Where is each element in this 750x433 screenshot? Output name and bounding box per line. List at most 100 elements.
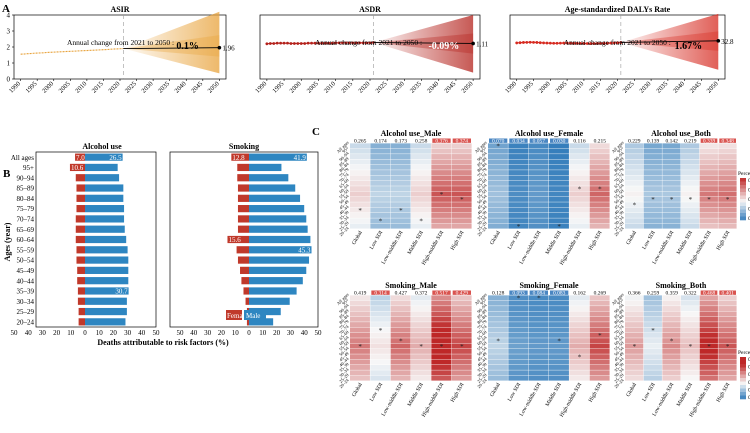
heatmap-cell bbox=[411, 223, 431, 229]
heatmap-cell bbox=[390, 212, 411, 218]
heatmap-cell bbox=[350, 196, 370, 202]
bar-chart-2: Smoking 12.8 41.9 15.6 45.3 50 40 30 20 10 0 10 20 30… bbox=[169, 142, 322, 337]
row-label: 95+ bbox=[479, 145, 488, 154]
heatmap-cell bbox=[699, 202, 718, 208]
heatmap-cell bbox=[528, 207, 549, 213]
heatmap-cell bbox=[390, 164, 411, 170]
projection-line bbox=[373, 42, 474, 44]
bar-chart-title: Smoking bbox=[229, 142, 259, 151]
heatmap-cell bbox=[508, 322, 529, 328]
legend-swatch bbox=[740, 188, 746, 193]
significance-star: * bbox=[379, 327, 383, 335]
all-ages-value: 0.084 bbox=[533, 290, 546, 296]
projection-fan bbox=[373, 15, 474, 73]
heatmap-cell bbox=[569, 207, 590, 213]
heatmap-cell bbox=[411, 343, 431, 349]
observed-point bbox=[535, 41, 539, 44]
female-bar bbox=[237, 194, 249, 202]
column-label: Middle SDI bbox=[545, 230, 563, 256]
significance-star: * bbox=[670, 338, 674, 346]
x-tick-label: 2035 bbox=[655, 80, 669, 94]
column-label: Global bbox=[489, 382, 502, 398]
heatmap-cell bbox=[718, 322, 737, 328]
heatmap-cell bbox=[411, 375, 431, 381]
legend-swatch bbox=[740, 360, 746, 365]
observed-point bbox=[575, 41, 579, 45]
column-label: Low SDI bbox=[641, 230, 656, 251]
legend-tick-label: 0.1 bbox=[748, 395, 750, 401]
male-bar bbox=[85, 194, 124, 202]
heatmap-cell bbox=[370, 322, 391, 328]
heatmap-cell bbox=[643, 306, 662, 312]
heatmap-cell bbox=[370, 364, 391, 370]
heatmap-cell bbox=[390, 359, 411, 365]
heatmap-cell bbox=[431, 148, 452, 154]
heatmap-cell bbox=[681, 154, 700, 160]
heatmap-cell bbox=[528, 375, 549, 381]
observed-point bbox=[279, 41, 283, 45]
heatmap-cell bbox=[699, 164, 718, 170]
heatmap-cell bbox=[390, 223, 411, 229]
heatmap-cell bbox=[643, 186, 662, 192]
heatmap-cell bbox=[508, 186, 529, 192]
heatmap-cell bbox=[549, 332, 569, 338]
heatmap-cell bbox=[625, 306, 644, 312]
heatmap-cell bbox=[350, 164, 370, 170]
column-label: High SDI bbox=[588, 230, 604, 252]
heatmap-cell bbox=[350, 175, 370, 181]
heatmap-cell bbox=[370, 223, 391, 229]
legend-swatch bbox=[740, 388, 746, 393]
column-label: Low SDI bbox=[507, 382, 522, 403]
observed-point bbox=[518, 41, 522, 45]
legend-swatch bbox=[740, 371, 746, 375]
observed-point bbox=[595, 41, 599, 45]
x-tick-label: 1995 bbox=[521, 80, 535, 94]
x-tick-label: 2030 bbox=[140, 80, 154, 94]
female-bar bbox=[78, 318, 85, 326]
legend-swatch bbox=[740, 199, 746, 203]
heatmap-cell bbox=[370, 164, 391, 170]
row-label: 95+ bbox=[616, 145, 625, 154]
heatmap-cell bbox=[681, 311, 700, 317]
heatmap-cell bbox=[662, 332, 681, 338]
heatmap-cell bbox=[643, 290, 662, 295]
female-value-label: 7.0 bbox=[76, 154, 85, 162]
heatmap-cell bbox=[549, 186, 569, 192]
legend-swatch bbox=[740, 392, 746, 396]
observed-point bbox=[330, 41, 334, 45]
significance-star: * bbox=[557, 223, 561, 231]
significance-star: * bbox=[651, 196, 655, 204]
heatmap-cell bbox=[681, 202, 700, 208]
y-axis-label: Ages (year) bbox=[3, 222, 12, 261]
heatmap-cell bbox=[625, 327, 644, 333]
heatmap-cell bbox=[589, 300, 610, 306]
heatmap-cell bbox=[370, 207, 391, 213]
heatmap-cell bbox=[681, 370, 700, 376]
heatmap-cell bbox=[625, 186, 644, 192]
heatmap-cell bbox=[718, 186, 737, 192]
heatmap-cell bbox=[662, 164, 681, 170]
heatmap-cell bbox=[350, 306, 370, 312]
end-value-label: 32.8 bbox=[721, 38, 734, 46]
heatmap-cell bbox=[451, 364, 472, 370]
heatmap-cell bbox=[350, 159, 370, 165]
heatmap-cell bbox=[569, 159, 590, 165]
male-bar bbox=[249, 184, 296, 192]
heatmap-cell bbox=[370, 202, 391, 208]
observed-point bbox=[538, 41, 542, 45]
x-axis-label: Deaths attributable to risk factors (%) bbox=[97, 338, 229, 347]
y-tick-label: 0 bbox=[7, 76, 11, 84]
all-ages-value: 0.468 bbox=[703, 290, 716, 296]
heatmap-cell bbox=[625, 218, 644, 224]
heatmap-cell bbox=[350, 332, 370, 338]
heatmap-cell bbox=[528, 306, 549, 312]
heatmap-cell bbox=[549, 164, 569, 170]
heatmap-cell bbox=[643, 311, 662, 317]
heatmap-cell bbox=[508, 375, 529, 381]
legend-bottom: Percent0.6 0.50.4 0.30.2 0.1 bbox=[738, 350, 750, 401]
line-chart-1: ASIR Annual change from 2021 to 2050 :0.1… bbox=[7, 5, 236, 95]
x-tick-label: 40 bbox=[25, 329, 33, 337]
heatmap-cell bbox=[625, 138, 644, 143]
heatmap-cell bbox=[718, 175, 737, 181]
heatmap-cell bbox=[431, 332, 452, 338]
